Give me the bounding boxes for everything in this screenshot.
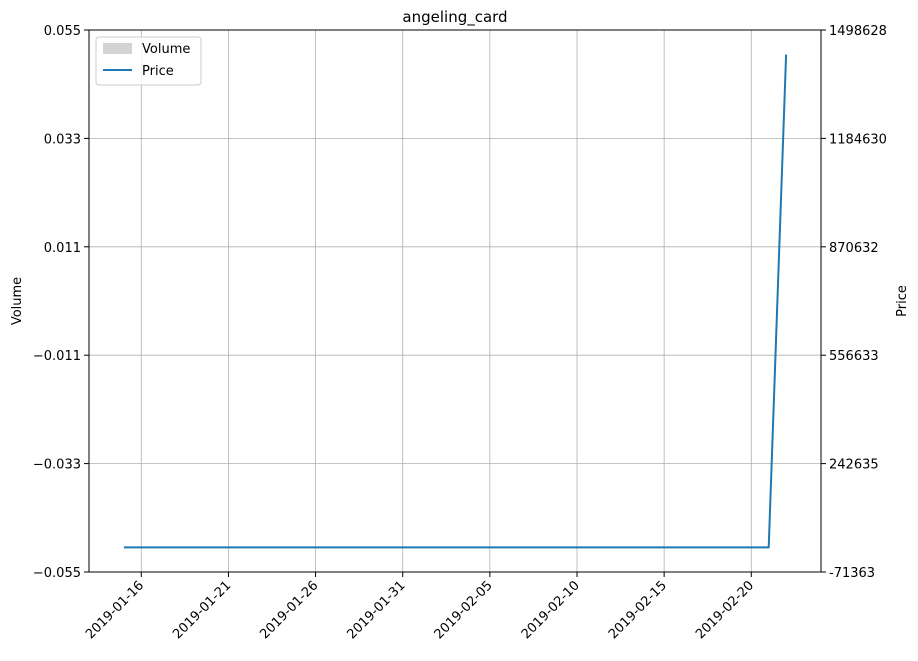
y-left-tick-label: 0.033 bbox=[44, 132, 81, 147]
y-right-tick-label: 1498628 bbox=[829, 24, 887, 39]
y-axis-left: 0.055 0.033 0.011 −0.011 −0.033 −0.055 bbox=[33, 24, 89, 581]
y-right-tick-label: -71363 bbox=[829, 566, 875, 581]
legend-label-price: Price bbox=[142, 64, 174, 79]
y-left-tick-label: −0.011 bbox=[33, 349, 81, 364]
y-left-tick-label: −0.033 bbox=[33, 458, 81, 473]
x-tick-label: 2019-02-10 bbox=[519, 578, 583, 642]
x-tick-label: 2019-02-05 bbox=[432, 578, 496, 642]
price-line bbox=[123, 54, 788, 549]
x-tick-label: 2019-01-16 bbox=[83, 578, 147, 642]
y-right-tick-label: 1184630 bbox=[829, 132, 887, 147]
grid bbox=[89, 29, 821, 573]
x-axis: 2019-01-16 2019-01-21 2019-01-26 2019-01-31… bbox=[83, 572, 757, 642]
chart-title: angeling_card bbox=[402, 8, 507, 27]
x-tick-label: 2019-02-20 bbox=[693, 578, 757, 642]
x-tick-label: 2019-01-26 bbox=[257, 578, 321, 642]
y-axis-right: 1498628 1184630 870632 556633 242635 -71363 bbox=[821, 24, 887, 581]
x-tick-label: 2019-01-21 bbox=[170, 578, 234, 642]
y-axis-left-label: Volume bbox=[10, 277, 25, 325]
legend-swatch-volume bbox=[103, 43, 132, 54]
x-tick-label: 2019-02-15 bbox=[606, 578, 670, 642]
y-left-tick-label: 0.011 bbox=[44, 241, 81, 256]
y-axis-right-label: Price bbox=[895, 285, 910, 317]
y-left-tick-label: −0.055 bbox=[33, 566, 81, 581]
x-tick-label: 2019-01-31 bbox=[345, 578, 409, 642]
series-layer bbox=[123, 54, 788, 549]
legend: Volume Price bbox=[95, 36, 202, 86]
y-left-tick-label: 0.055 bbox=[44, 24, 81, 39]
legend-label-volume: Volume bbox=[142, 42, 190, 57]
y-right-tick-label: 556633 bbox=[829, 349, 879, 364]
y-right-tick-label: 870632 bbox=[829, 241, 879, 256]
y-right-tick-label: 242635 bbox=[829, 458, 879, 473]
plot-frame bbox=[88, 29, 822, 573]
